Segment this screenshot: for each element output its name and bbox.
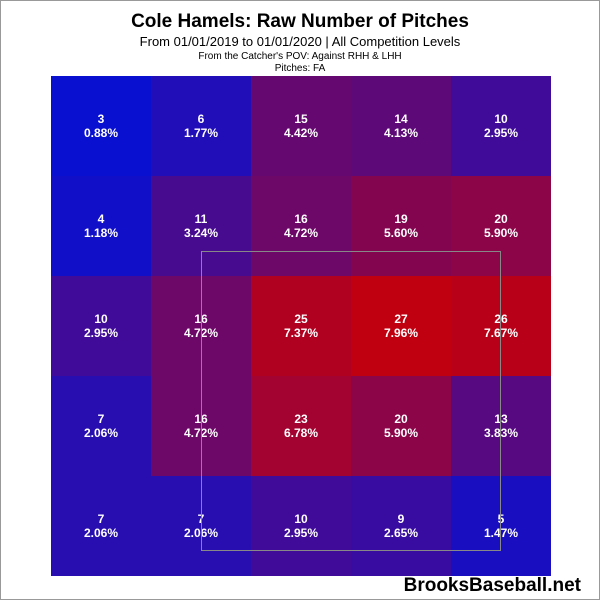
cell-percent: 5.90%	[483, 226, 519, 240]
cell-count: 27	[394, 312, 408, 326]
heatmap-cell: 25 7.37%	[251, 276, 351, 376]
cell-percent: 6.78%	[283, 426, 319, 440]
cell-percent: 2.95%	[283, 526, 319, 540]
cell-percent: 4.13%	[383, 126, 419, 140]
cell-percent: 3.83%	[483, 426, 519, 440]
brand-watermark: BrooksBaseball.net	[403, 575, 581, 596]
chart-subtitle: From 01/01/2019 to 01/01/2020 | All Comp…	[139, 34, 461, 49]
pitches-label: Pitches: FA	[274, 63, 326, 74]
cell-percent: 2.95%	[83, 326, 119, 340]
cell-percent: 5.60%	[383, 226, 419, 240]
cell-count: 26	[494, 312, 508, 326]
cell-count: 16	[194, 412, 208, 426]
heatmap-cell: 16 4.72%	[151, 376, 251, 476]
heatmap-cell: 20 5.90%	[451, 176, 551, 276]
cell-percent: 2.65%	[383, 526, 419, 540]
pov-label: From the Catcher's POV: Against RHH & LH…	[198, 51, 402, 62]
heatmap-cell: 16 4.72%	[151, 276, 251, 376]
cell-percent: 7.96%	[383, 326, 419, 340]
cell-count: 7	[97, 512, 105, 526]
heatmap-cell: 7 2.06%	[51, 476, 151, 576]
heatmap-cell: 20 5.90%	[351, 376, 451, 476]
cell-count: 4	[97, 212, 105, 226]
cell-count: 11	[194, 212, 208, 226]
cell-count: 15	[294, 112, 308, 126]
cell-count: 3	[97, 112, 105, 126]
heatmap-cell: 16 4.72%	[251, 176, 351, 276]
cell-percent: 1.77%	[183, 126, 219, 140]
cell-count: 20	[394, 412, 408, 426]
cell-percent: 3.24%	[183, 226, 219, 240]
cell-count: 5	[497, 512, 505, 526]
cell-count: 10	[94, 312, 108, 326]
cell-count: 7	[197, 512, 205, 526]
cell-count: 6	[197, 112, 205, 126]
heatmap-grid: 3 0.88% 6 1.77% 15 4.42% 14 4.13% 10 2.95% 4 1.18% 1…	[51, 76, 552, 577]
heatmap-cell: 10 2.95%	[451, 76, 551, 176]
cell-percent: 4.72%	[183, 426, 219, 440]
cell-percent: 1.47%	[483, 526, 519, 540]
cell-count: 9	[397, 512, 405, 526]
cell-percent: 1.18%	[83, 226, 119, 240]
heatmap-cell: 6 1.77%	[151, 76, 251, 176]
cell-count: 23	[294, 412, 308, 426]
heatmap-cell: 10 2.95%	[251, 476, 351, 576]
heatmap-cell: 23 6.78%	[251, 376, 351, 476]
cell-count: 13	[494, 412, 508, 426]
cell-count: 7	[97, 412, 105, 426]
cell-count: 20	[494, 212, 508, 226]
heatmap-cell: 27 7.96%	[351, 276, 451, 376]
heatmap-cell: 13 3.83%	[451, 376, 551, 476]
cell-count: 10	[494, 112, 508, 126]
chart-title: Cole Hamels: Raw Number of Pitches	[131, 11, 469, 32]
cell-percent: 2.06%	[83, 526, 119, 540]
heatmap-cell: 9 2.65%	[351, 476, 451, 576]
heatmap-cell: 14 4.13%	[351, 76, 451, 176]
cell-percent: 7.37%	[283, 326, 319, 340]
heatmap-cell: 10 2.95%	[51, 276, 151, 376]
heatmap-cell: 4 1.18%	[51, 176, 151, 276]
cell-percent: 2.06%	[83, 426, 119, 440]
cell-percent: 4.72%	[283, 226, 319, 240]
heatmap-cell: 11 3.24%	[151, 176, 251, 276]
cell-percent: 2.95%	[483, 126, 519, 140]
heatmap-cell: 26 7.67%	[451, 276, 551, 376]
cell-percent: 4.72%	[183, 326, 219, 340]
cell-count: 25	[294, 312, 308, 326]
heatmap-cell: 19 5.60%	[351, 176, 451, 276]
cell-count: 10	[294, 512, 308, 526]
cell-percent: 0.88%	[83, 126, 119, 140]
heatmap-cell: 5 1.47%	[451, 476, 551, 576]
heatmap-cell: 3 0.88%	[51, 76, 151, 176]
heatmap-cell: 15 4.42%	[251, 76, 351, 176]
cell-percent: 5.90%	[383, 426, 419, 440]
cell-count: 14	[394, 112, 408, 126]
cell-percent: 2.06%	[183, 526, 219, 540]
cell-count: 19	[394, 212, 408, 226]
heatmap-cell: 7 2.06%	[151, 476, 251, 576]
cell-percent: 4.42%	[283, 126, 319, 140]
cell-count: 16	[294, 212, 308, 226]
cell-count: 16	[194, 312, 208, 326]
cell-percent: 7.67%	[483, 326, 519, 340]
heatmap-cell: 7 2.06%	[51, 376, 151, 476]
